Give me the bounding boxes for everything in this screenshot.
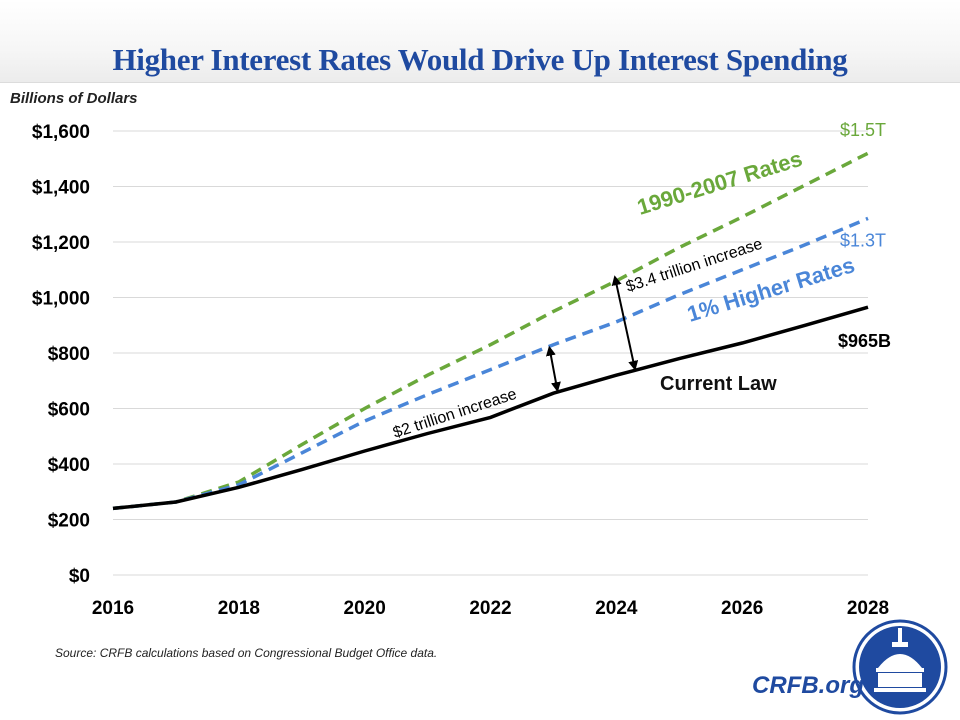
double-arrow — [611, 275, 639, 371]
end-value-label: $1.3T — [840, 230, 886, 250]
y-axis-label: Billions of Dollars — [10, 90, 138, 107]
series-line-1990-2007-rates — [112, 151, 869, 511]
y-tick-label: $1,200 — [32, 233, 90, 254]
y-tick-labels: $0 $200 $400 $600 $800 $1,000 $1,200 $1,400 $1,6… — [32, 122, 90, 587]
x-tick-label: 2026 — [721, 598, 763, 619]
capitol-dome-icon — [874, 628, 926, 692]
double-arrow — [545, 345, 561, 393]
y-tick-label: $1,000 — [32, 289, 90, 310]
x-tick-labels: 2016 2018 2020 2022 2024 2026 2028 — [92, 598, 889, 619]
series-lines — [112, 151, 869, 511]
series-name-label: 1990-2007 Rates — [634, 146, 805, 220]
y-tick-label: $600 — [48, 400, 90, 421]
y-tick-label: $400 — [48, 455, 90, 476]
y-tick-label: $0 — [69, 566, 90, 587]
y-tick-label: $200 — [48, 511, 90, 532]
title-band — [0, 0, 960, 83]
x-tick-label: 2022 — [469, 598, 511, 619]
x-tick-label: 2020 — [344, 598, 386, 619]
x-tick-label: 2028 — [847, 598, 889, 619]
crfb-logo[interactable] — [852, 619, 948, 715]
chart-title: Higher Interest Rates Would Drive Up Int… — [112, 42, 848, 77]
end-value-label: $1.5T — [840, 120, 886, 140]
series-name-label: Current Law — [660, 373, 777, 395]
gridlines — [113, 130, 868, 576]
y-tick-label: $1,400 — [32, 178, 90, 199]
x-tick-label: 2018 — [218, 598, 260, 619]
site-link[interactable]: CRFB.org — [752, 672, 864, 699]
series-line-current-law — [112, 305, 869, 511]
y-tick-label: $1,600 — [32, 122, 90, 143]
x-tick-label: 2024 — [595, 598, 638, 619]
y-tick-label: $800 — [48, 344, 90, 365]
series-line-1-higher-rates — [112, 216, 869, 511]
end-value-label: $965B — [838, 331, 891, 351]
source-note: Source: CRFB calculations based on Congr… — [55, 646, 438, 660]
x-tick-label: 2016 — [92, 598, 134, 619]
